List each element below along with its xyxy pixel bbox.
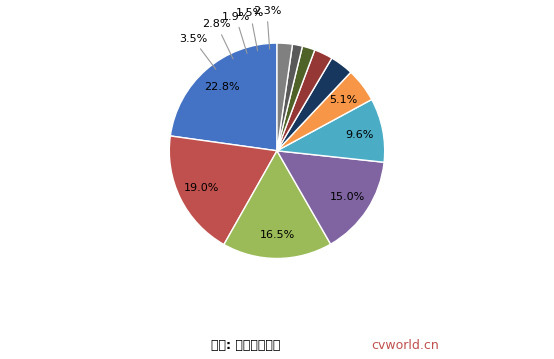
Text: 2.8%: 2.8% — [202, 19, 233, 59]
Wedge shape — [224, 151, 331, 258]
Text: 2.8%: 2.8% — [0, 358, 1, 359]
Text: 15.0%: 15.0% — [330, 192, 365, 202]
Wedge shape — [170, 136, 277, 244]
Text: 22.8%: 22.8% — [204, 83, 240, 92]
Text: cvworld.cn: cvworld.cn — [371, 339, 439, 352]
Wedge shape — [277, 44, 302, 151]
Text: 1.9%: 1.9% — [0, 358, 1, 359]
Text: 3.5%: 3.5% — [179, 34, 216, 69]
Text: 19.0%: 19.0% — [184, 183, 219, 193]
Wedge shape — [277, 46, 315, 151]
Wedge shape — [277, 50, 332, 151]
Text: 1.5%: 1.5% — [236, 8, 264, 51]
Text: 3.5%: 3.5% — [0, 358, 1, 359]
Text: 制图: 第一商用车网: 制图: 第一商用车网 — [211, 339, 280, 352]
Text: 9.6%: 9.6% — [345, 130, 373, 140]
Wedge shape — [277, 43, 293, 151]
Text: 5.1%: 5.1% — [330, 94, 358, 104]
Wedge shape — [277, 151, 384, 244]
Text: 1.9%: 1.9% — [222, 12, 250, 53]
Text: 2.3%: 2.3% — [253, 6, 281, 49]
Wedge shape — [170, 43, 277, 151]
Wedge shape — [277, 72, 372, 151]
Text: 1.5%: 1.5% — [0, 358, 1, 359]
Wedge shape — [277, 58, 351, 151]
Text: 2.3%: 2.3% — [0, 358, 1, 359]
Wedge shape — [277, 99, 384, 162]
Text: 16.5%: 16.5% — [260, 230, 295, 240]
